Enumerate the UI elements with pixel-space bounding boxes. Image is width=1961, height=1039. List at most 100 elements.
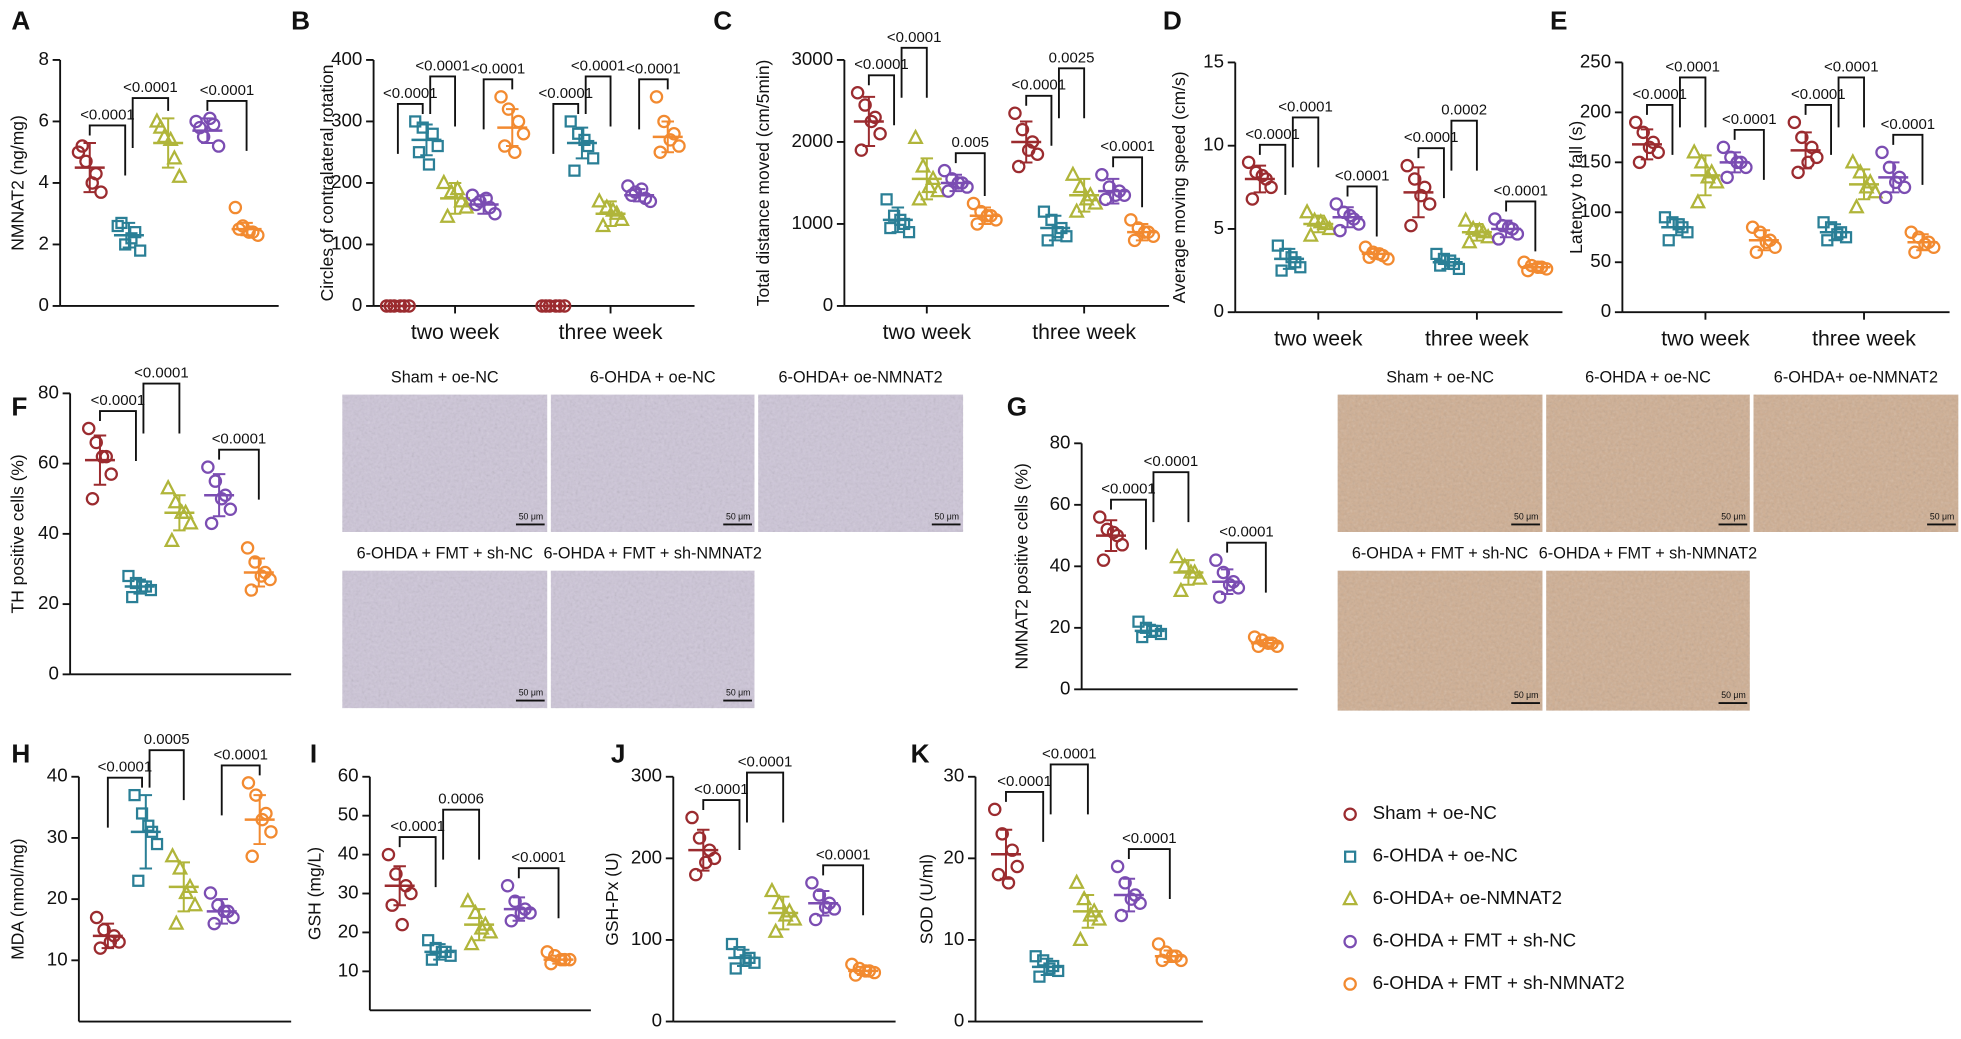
data-point xyxy=(937,163,952,178)
data-point xyxy=(1801,155,1815,170)
data-point xyxy=(422,158,436,171)
error-bar xyxy=(122,221,136,249)
error-bar xyxy=(1499,219,1513,239)
data-point xyxy=(203,886,218,900)
data-point xyxy=(1124,892,1139,906)
micrograph-label: 6-OHDA + FMT + sh-NC xyxy=(357,545,534,563)
data-point xyxy=(426,127,439,140)
data-point xyxy=(395,917,409,932)
p-value-label: <0.0001 xyxy=(1100,138,1155,155)
data-point xyxy=(1095,168,1109,182)
legend-marker xyxy=(1343,934,1357,949)
y-tick-label: 10 xyxy=(47,948,68,969)
data-point xyxy=(244,583,259,597)
x-tick-label: two week xyxy=(411,321,500,344)
data-point xyxy=(511,114,526,129)
data-point xyxy=(1271,239,1284,252)
y-tick-label: 8 xyxy=(38,48,48,69)
data-point xyxy=(431,139,444,153)
error-bar xyxy=(1916,233,1929,252)
y-tick-label: 20 xyxy=(338,920,359,941)
significance-bracket xyxy=(1646,103,1674,155)
data-point xyxy=(1879,190,1893,205)
y-axis-label: GSH (mg/L) xyxy=(305,847,325,940)
y-tick-label: 0 xyxy=(1060,677,1070,698)
error-bar xyxy=(1529,262,1542,272)
data-point xyxy=(540,945,555,959)
data-point xyxy=(163,531,181,548)
data-point xyxy=(223,502,238,517)
x-tick-label: three week xyxy=(1812,327,1916,350)
data-point xyxy=(168,914,185,930)
error-bar xyxy=(506,108,519,148)
error-bar xyxy=(240,221,253,237)
y-tick-label: 6 xyxy=(38,109,48,130)
data-point xyxy=(1875,145,1889,160)
data-point xyxy=(568,164,581,177)
significance-bracket xyxy=(1837,76,1865,128)
y-tick-label: 40 xyxy=(1050,554,1071,575)
error-bar xyxy=(1143,623,1156,639)
data-point xyxy=(104,467,118,481)
significance-bracket xyxy=(1152,471,1190,523)
data-point xyxy=(416,121,429,134)
data-point xyxy=(89,435,103,450)
error-bar xyxy=(173,494,186,532)
x-tick-label: two week xyxy=(883,321,972,344)
significance-bracket xyxy=(1057,67,1086,119)
significance-bracket xyxy=(638,78,669,130)
data-point xyxy=(94,185,108,199)
micrograph-label: 6-OHDA + FMT + sh-NC xyxy=(1352,545,1529,563)
significance-bracket xyxy=(1679,76,1707,128)
y-tick-label: 0 xyxy=(352,294,362,315)
error-bar xyxy=(1081,894,1095,929)
data-point xyxy=(144,583,158,597)
data-point xyxy=(458,198,475,214)
data-point xyxy=(1343,208,1357,223)
data-point xyxy=(459,892,476,908)
significance-bracket xyxy=(1258,143,1287,195)
data-point xyxy=(880,193,893,206)
data-point xyxy=(412,146,426,159)
data-point xyxy=(248,555,262,569)
data-point xyxy=(126,590,139,604)
error-bar xyxy=(1077,177,1091,213)
micrograph-label: 6-OHDA + oe-NC xyxy=(1585,369,1711,387)
y-tick-label: 100 xyxy=(1580,200,1611,221)
legend-label: 6-OHDA + FMT + sh-NC xyxy=(1373,930,1577,951)
y-axis-label: Total distance moved (cm/5min) xyxy=(753,60,773,307)
y-tick-label: 15 xyxy=(1203,50,1224,71)
data-point xyxy=(858,98,872,112)
data-point xyxy=(1298,203,1316,219)
data-point xyxy=(1720,170,1734,185)
p-value-label: <0.0001 xyxy=(1722,111,1777,128)
significance-bracket xyxy=(429,75,457,127)
y-tick-label: 60 xyxy=(1050,493,1071,514)
y-tick-label: 200 xyxy=(331,171,362,192)
data-point xyxy=(1212,590,1227,604)
p-value-label: <0.0001 xyxy=(571,57,626,74)
micrograph-texture xyxy=(550,570,755,709)
panel-letter: B xyxy=(291,5,310,35)
data-point xyxy=(1108,188,1123,202)
error-bar xyxy=(552,954,565,965)
y-tick-label: 0 xyxy=(38,294,48,315)
y-tick-label: 30 xyxy=(338,881,359,902)
legend-label: 6-OHDA + oe-NC xyxy=(1373,845,1518,866)
error-bar xyxy=(1728,151,1741,174)
scale-bar-label: 50 μm xyxy=(935,511,959,521)
data-point xyxy=(1414,188,1428,203)
p-value-label: <0.0001 xyxy=(1881,116,1936,133)
p-value-label: <0.0001 xyxy=(80,106,135,123)
significance-bracket xyxy=(482,78,514,130)
data-point xyxy=(1662,234,1675,247)
significance-bracket xyxy=(1127,848,1171,899)
scale-bar-label: 50 μm xyxy=(1514,511,1538,521)
data-point xyxy=(1043,962,1056,975)
significance-bracket xyxy=(1049,763,1089,815)
data-point xyxy=(987,802,1002,817)
error-bar xyxy=(139,794,153,870)
data-point xyxy=(1015,122,1030,137)
data-point xyxy=(508,894,522,909)
